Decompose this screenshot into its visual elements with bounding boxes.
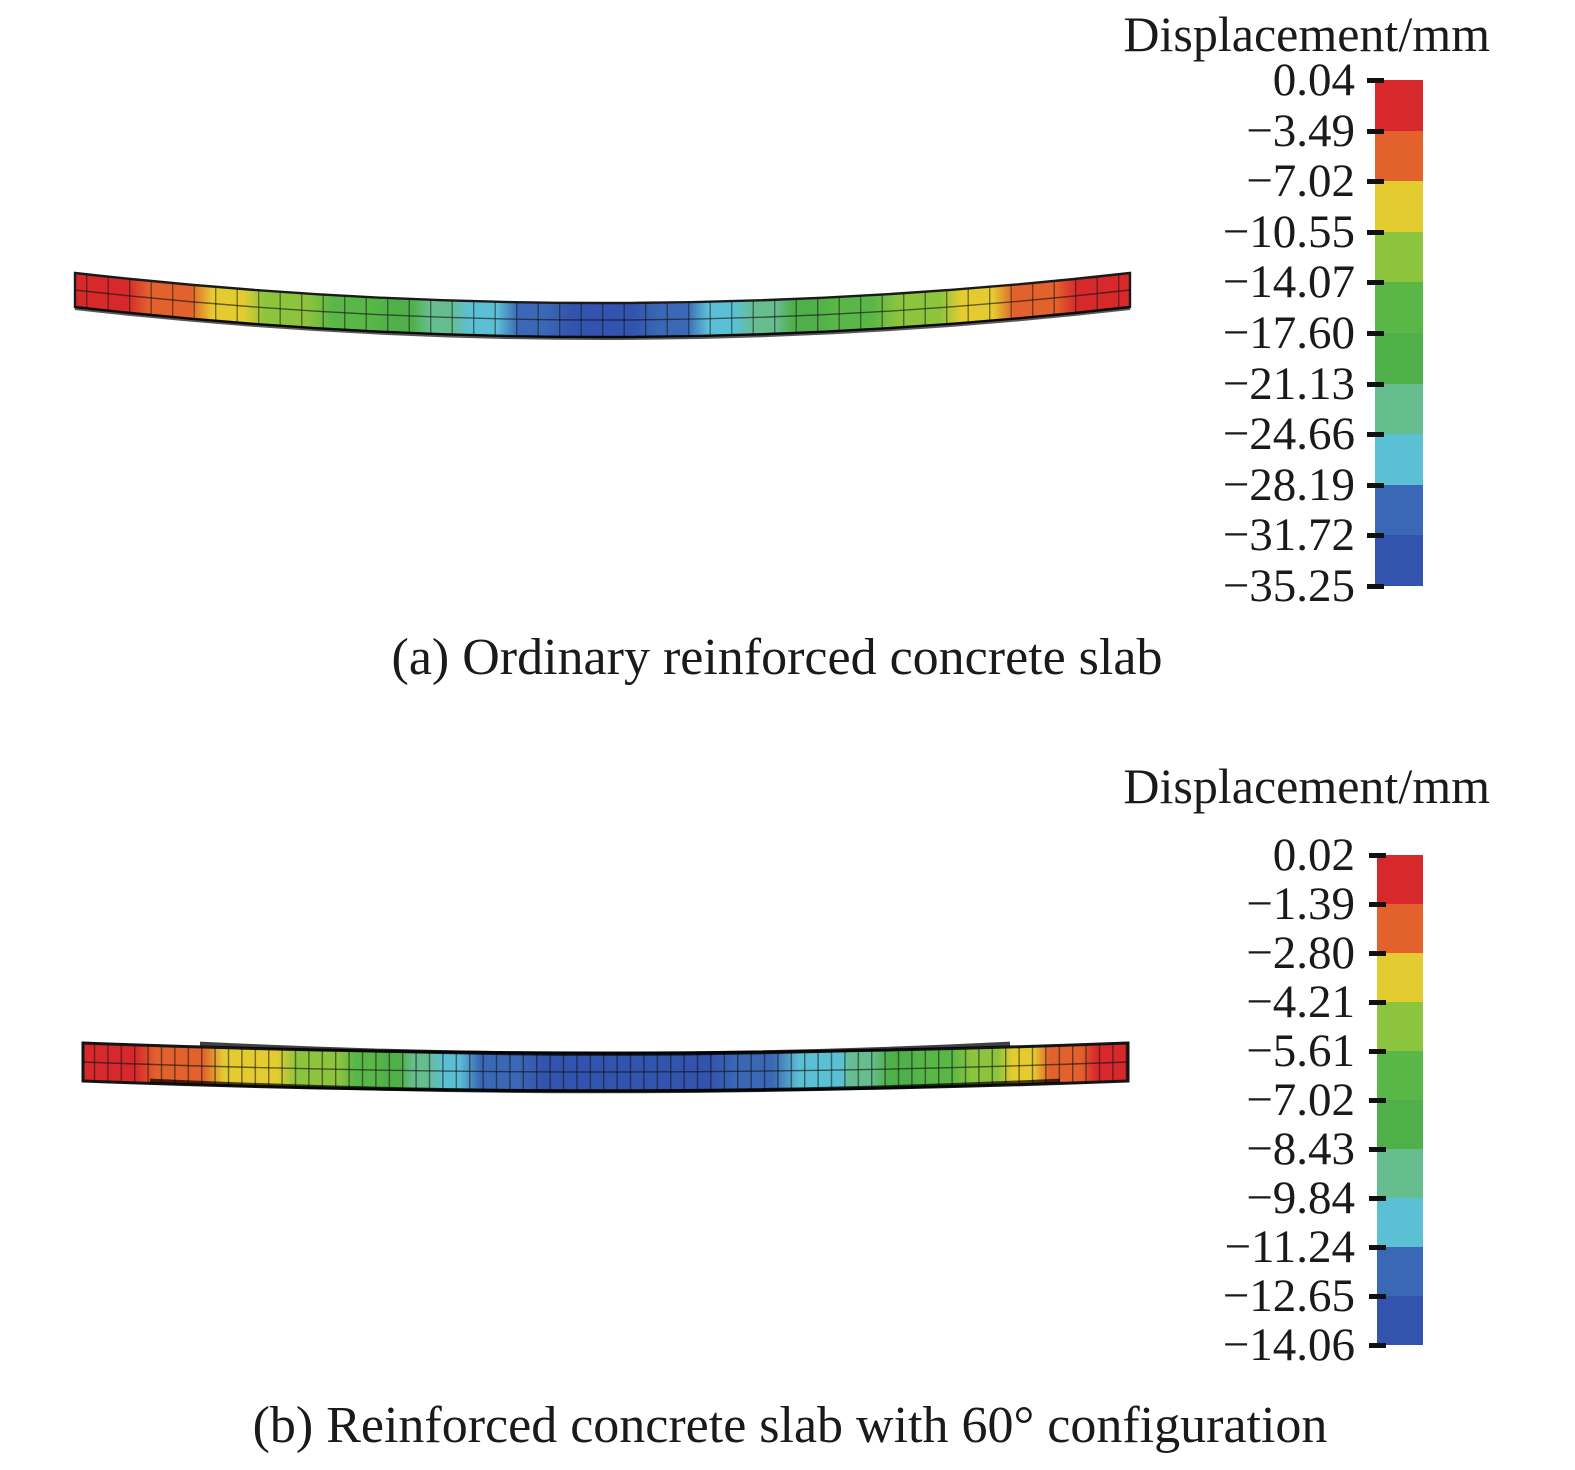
colorbar-label: −8.43 [1246, 1123, 1355, 1175]
colorbar-segment [1377, 953, 1423, 1002]
colorbar-tick [1367, 331, 1384, 336]
colorbar-tick [1369, 1049, 1386, 1054]
colorbar-segment [1375, 383, 1423, 435]
colorbar-label: −12.65 [1222, 1270, 1355, 1322]
legend-title-b: Displacement/mm [1123, 758, 1490, 814]
colorbar-tick [1369, 1000, 1386, 1005]
colorbar-label: −11.24 [1224, 1221, 1355, 1273]
colorbar-label: −9.84 [1246, 1172, 1355, 1224]
colorbar-segment [1375, 535, 1423, 586]
colorbar-label: −5.61 [1246, 1025, 1355, 1077]
caption-b: (b) Reinforced concrete slab with 60° co… [252, 1397, 1328, 1454]
colorbar-tick [1369, 1245, 1386, 1250]
colorbar-segment [1377, 1149, 1423, 1198]
colorbar-label: −28.19 [1222, 459, 1355, 511]
colorbar-label: 0.04 [1272, 54, 1355, 106]
colorbar-tick [1367, 78, 1384, 83]
slab-b-mesh [83, 1043, 1128, 1091]
colorbar-tick [1367, 432, 1384, 437]
colorbar-segment [1377, 1247, 1423, 1296]
colorbar-segment [1375, 231, 1423, 283]
slab-a-midline [74, 289, 1131, 321]
colorbar-a [1375, 80, 1423, 586]
colorbar-segment [1377, 904, 1423, 953]
colorbar-segment [1375, 80, 1423, 131]
colorbar-tick [1367, 483, 1384, 488]
legend-title-a: Displacement/mm [1123, 6, 1490, 62]
colorbar-segment [1375, 332, 1423, 384]
colorbar-tick [1367, 179, 1384, 184]
colorbar-tick [1369, 1147, 1386, 1152]
colorbar-segment [1377, 1002, 1423, 1051]
colorbar-b [1377, 855, 1423, 1345]
colorbar-segment [1377, 1198, 1423, 1247]
colorbar-segment [1375, 282, 1423, 333]
colorbar-segment [1375, 130, 1423, 182]
colorbar-tick [1367, 584, 1384, 589]
colorbar-label: −24.66 [1222, 408, 1355, 460]
colorbar-tick [1369, 1294, 1386, 1299]
slab-contour-b [81, 1041, 1130, 1094]
colorbar-tick [1369, 902, 1386, 907]
slab-b-bottom-shadow [149, 1078, 1061, 1094]
slab-b-top-shadow [199, 1041, 1011, 1056]
slab-a-mesh [75, 273, 1130, 337]
colorbar-label: −7.02 [1246, 155, 1355, 207]
colorbar-tick [1367, 382, 1384, 387]
caption-a: (a) Ordinary reinforced concrete slab [391, 629, 1163, 686]
colorbar-tick [1369, 1196, 1386, 1201]
colorbar-label: −35.25 [1222, 560, 1355, 612]
slab-b-midline [82, 1061, 1129, 1073]
colorbar-label: −7.02 [1246, 1074, 1355, 1126]
colorbar-tick [1367, 280, 1384, 285]
slab-contour-a [73, 271, 1132, 340]
colorbar-tick [1369, 853, 1386, 858]
colorbar-segment [1377, 855, 1423, 904]
colorbar-tick [1369, 1098, 1386, 1103]
colorbar-label: −14.06 [1222, 1319, 1355, 1371]
colorbar-label: −31.72 [1222, 509, 1355, 561]
colorbar-tick [1369, 951, 1386, 956]
colorbar-label: 0.02 [1272, 829, 1355, 881]
colorbar-label: −14.07 [1222, 256, 1355, 308]
colorbar-label: −10.55 [1222, 206, 1355, 258]
colorbar-segment [1375, 434, 1423, 485]
colorbar-label: −21.13 [1222, 358, 1355, 410]
colorbar-label: −2.80 [1246, 927, 1355, 979]
colorbar-segment [1377, 1296, 1423, 1345]
slab-a-bottom-shadow [74, 306, 1131, 340]
colorbar-segment [1377, 1100, 1423, 1149]
colorbar-label: −4.21 [1246, 976, 1355, 1028]
colorbar-segment [1377, 1051, 1423, 1100]
colorbar-tick [1367, 533, 1384, 538]
colorbar-label: −1.39 [1246, 878, 1355, 930]
colorbar-segment [1375, 484, 1423, 536]
colorbar-label: −3.49 [1246, 105, 1355, 157]
colorbar-tick [1367, 129, 1384, 134]
colorbar-tick [1367, 230, 1384, 235]
colorbar-tick [1369, 1343, 1386, 1348]
colorbar-label: −17.60 [1222, 307, 1355, 359]
colorbar-segment [1375, 181, 1423, 232]
